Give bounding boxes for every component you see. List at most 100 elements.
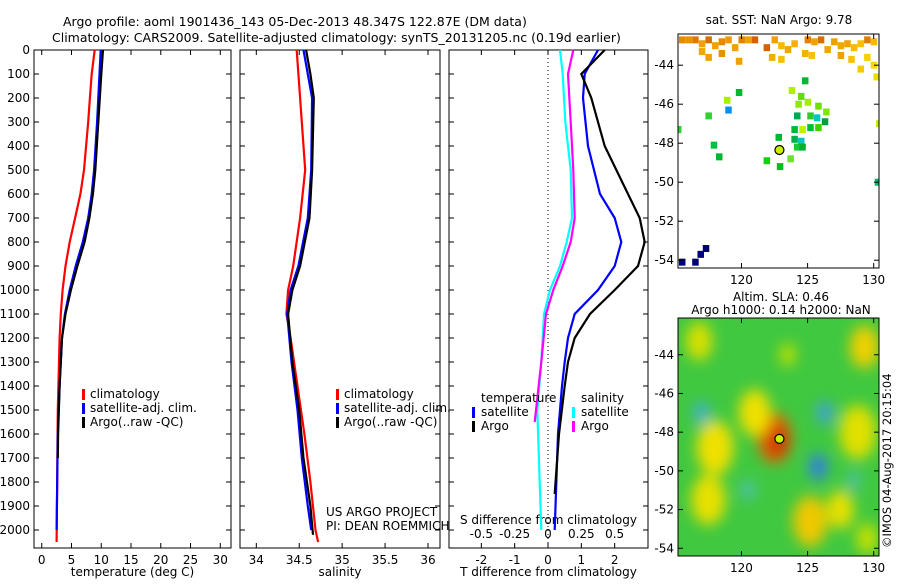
sla-anomaly (816, 401, 833, 425)
x-tick-label: 35 (335, 553, 350, 567)
x2-tick-label: -0.5 (470, 527, 493, 541)
legend-title-temperature: temperature (481, 391, 556, 405)
sst-cell (857, 65, 864, 73)
y-tick-label: 0 (22, 43, 30, 57)
y-tick-label: 1100 (0, 307, 30, 321)
sst-cell (725, 106, 732, 114)
legend-swatch (336, 389, 339, 400)
lon-tick-label: 125 (796, 273, 819, 287)
legend-entry: satellite-adj. clim. (344, 401, 451, 415)
sst-cell (745, 36, 752, 44)
sla-anomaly (693, 401, 710, 425)
legend-swatch (336, 403, 339, 414)
sst-cell (801, 50, 809, 57)
sst-cell (870, 61, 878, 69)
legend-entry: climatology (90, 387, 160, 401)
series-line-climatology (55, 49, 96, 543)
legend-title-salinity: salinity (581, 391, 624, 405)
legend-swatch (82, 417, 85, 428)
altim-map-title-line2: Argo h1000: 0.14 h2000: NaN (691, 303, 871, 317)
legend-entry: Argo (581, 419, 609, 433)
figure-title-line1: Argo profile: aoml 1901436_143 05-Dec-20… (63, 14, 527, 29)
series-line-s-satellite (536, 49, 574, 531)
project-note: US ARGO PROJECT (326, 505, 438, 519)
legend-entry: Argo(..raw -QC) (344, 415, 437, 429)
legend-entry: satellite-adj. clim. (90, 401, 197, 415)
y-tick-label: 500 (7, 163, 30, 177)
sst-cell (778, 55, 785, 63)
sst-cell (715, 153, 723, 161)
sst-cell (797, 137, 805, 145)
sst-cell (705, 36, 712, 44)
legend-swatch (472, 407, 475, 418)
map-field (678, 318, 879, 556)
y-tick-label: 600 (7, 187, 30, 201)
sst-map-title: sat. SST: NaN Argo: 9.78 (706, 13, 853, 27)
sst-cell (775, 133, 782, 141)
sla-anomaly (849, 325, 879, 369)
y-tick-label: 800 (7, 235, 30, 249)
sst-cell (797, 92, 805, 100)
project-note: PI: DEAN ROEMMICH (326, 519, 449, 533)
sst-cell (768, 53, 776, 61)
sst-cell (791, 40, 798, 48)
sla-anomaly (793, 495, 828, 547)
series-line-climatology (285, 49, 320, 543)
x-tick-label: 30 (213, 553, 228, 567)
legend-entry: satellite (581, 405, 629, 419)
sla-anomaly (856, 523, 878, 555)
x-tick-label: 34 (249, 553, 264, 567)
sst-cell (811, 38, 818, 46)
panel-frame (33, 49, 232, 549)
sst-cell (771, 36, 779, 44)
lon-tick-label: 120 (730, 561, 753, 575)
sst-cell (848, 55, 855, 63)
sst-cell (723, 96, 731, 104)
sst-cell (751, 36, 759, 44)
legend-swatch (82, 403, 85, 414)
sst-cell (815, 102, 822, 110)
series-line-argo-raw-qc- (286, 49, 315, 535)
series-line-t-satellite (553, 49, 623, 531)
y-tick-label: 300 (7, 115, 30, 129)
y-tick-label: 1200 (0, 331, 30, 345)
sst-cell (678, 258, 686, 266)
y-tick-label: 1500 (0, 403, 30, 417)
sst-cell (844, 40, 851, 48)
sst-cell (788, 87, 796, 95)
sst-cell (799, 143, 806, 151)
y-tick-label: 200 (7, 91, 30, 105)
sla-anomaly (685, 321, 713, 361)
altim-map-title-line1: Altim. SLA: 0.46 (733, 290, 829, 304)
sla-anomaly (779, 343, 796, 367)
sst-cell (807, 124, 814, 132)
sst-cell (808, 51, 816, 59)
sst-cell (778, 42, 785, 50)
x2-tick-label: 0.25 (568, 527, 595, 541)
sla-anomaly (827, 490, 854, 529)
sst-cell (725, 36, 732, 44)
series-line-s-argo (533, 49, 576, 423)
sst-cell (815, 124, 822, 132)
x-axis-label: salinity (318, 565, 361, 579)
legend-swatch (472, 421, 475, 432)
sst-cell (705, 53, 712, 61)
argo-position-marker (774, 433, 785, 444)
sst-cell (804, 36, 812, 44)
sst-cell (692, 258, 699, 266)
y-tick-label: 1400 (0, 379, 30, 393)
sst-cell (735, 57, 743, 65)
legend-entry: Argo(..raw -QC) (90, 415, 183, 429)
x2-tick-label: -0.25 (499, 527, 530, 541)
legend-entry: climatology (344, 387, 414, 401)
map-sst-map: 120 125 130 -44 -46 -48 -50 -52 -54 sat. SST: NaN… (654, 13, 885, 287)
sst-cell (784, 46, 792, 54)
y-tick-label: 900 (7, 259, 30, 273)
series-line-satellite-adj-clim- (286, 49, 314, 531)
map-altimetry-map: 120 125 130 -44 -46 -48 -50 -52 -54 Altim. SLA: 0… (654, 290, 885, 575)
x-tick-label: 20 (153, 553, 168, 567)
sst-cell (804, 98, 812, 106)
lat-tick-label: -46 (654, 386, 674, 400)
sst-cell (698, 40, 706, 48)
sst-cell (712, 42, 719, 50)
